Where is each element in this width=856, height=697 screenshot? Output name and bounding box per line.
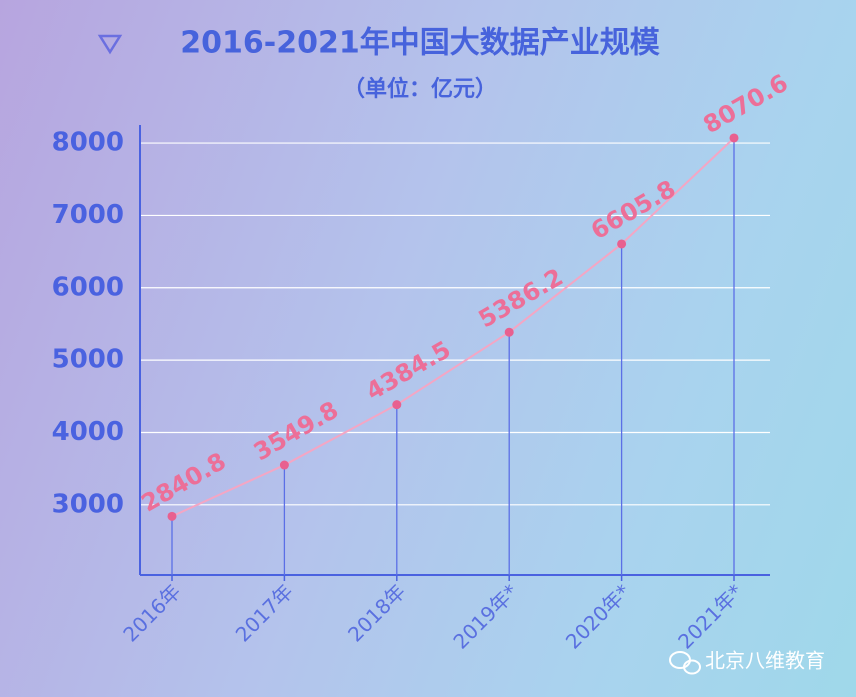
x-tick-label: 2018年 [343,579,410,646]
y-tick-label: 3000 [52,489,124,519]
marker [392,400,402,410]
value-label: 6605.8 [586,175,680,246]
chart-subtitle: （单位：亿元） [343,76,497,102]
watermark-text: 北京八维教育 [705,649,825,673]
marker [504,327,514,337]
chart-title: 2016-2021年中国大数据产业规模 [180,26,659,61]
marker [279,460,289,470]
y-tick-label: 6000 [52,272,124,302]
x-tick-label: 2021年* [673,579,747,653]
x-tick-label: 2016年 [118,579,185,646]
value-label: 4384.5 [361,335,455,406]
line [171,137,735,518]
x-tick-label: 2019年* [448,579,522,653]
y-tick-label: 5000 [52,345,124,375]
x-tick-label: 2017年 [231,579,298,646]
x-tick-label: 2020年* [561,579,635,653]
marker [167,511,177,521]
value-label: 3549.8 [249,396,343,467]
y-tick-label: 7000 [52,200,124,230]
wechat-icon [683,659,701,675]
wechat-icon [669,651,691,669]
y-tick-label: 4000 [52,417,124,447]
watermark: 北京八维教育 [669,649,825,675]
marker [617,239,627,249]
y-tick-label: 8000 [52,128,124,158]
title-icon [97,34,123,55]
value-label: 2840.8 [137,447,231,518]
marker [729,133,739,143]
value-label: 8070.6 [699,69,793,140]
